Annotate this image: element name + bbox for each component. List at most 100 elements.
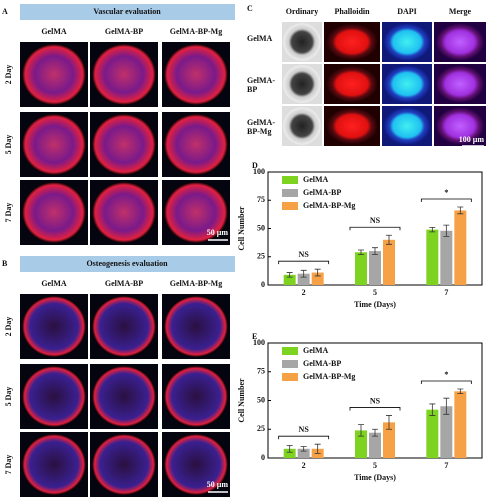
error-bar — [443, 397, 450, 415]
legend-swatch — [282, 360, 298, 368]
error-bar — [286, 272, 293, 278]
error-bar — [372, 247, 378, 255]
micrograph-sample — [383, 107, 431, 145]
significance-bracket — [420, 380, 472, 384]
error-bar — [300, 446, 307, 452]
legend-label: GelMA — [303, 346, 329, 355]
micrograph-sample — [435, 65, 485, 103]
bar — [355, 430, 367, 458]
row-label: GelMA-BP-Mg — [247, 118, 275, 136]
row-label: GelMA — [247, 34, 273, 43]
bar — [383, 239, 395, 285]
error-bar — [457, 206, 464, 215]
bar — [454, 391, 467, 458]
panel-letter: B — [2, 259, 8, 268]
panel-letter: E — [252, 332, 257, 341]
error-bar — [457, 388, 464, 394]
legend-swatch — [282, 347, 298, 355]
bar — [383, 422, 395, 458]
bar — [440, 230, 453, 285]
y-tick-label: 75 — [257, 367, 265, 376]
micrograph-sample — [22, 113, 86, 176]
micrograph-sample — [22, 43, 86, 106]
row-label: 2 Day — [4, 317, 13, 337]
error-bar — [300, 269, 307, 278]
error-bar — [358, 424, 364, 437]
bar — [369, 432, 381, 458]
micrograph-sample — [92, 365, 156, 428]
y-tick-label: 75 — [257, 195, 265, 204]
legend-label: GelMA-BP — [303, 188, 341, 197]
column-label: Ordinary — [286, 7, 318, 16]
column-label: Merge — [449, 7, 472, 16]
bar — [426, 229, 439, 285]
panel-header-bar — [20, 256, 235, 272]
x-tick-label: 5 — [373, 461, 377, 470]
panel-header: Vascular evaluation — [93, 7, 161, 16]
error-bar — [314, 443, 321, 454]
y-tick-label: 50 — [257, 395, 265, 404]
micrograph-sample — [325, 23, 379, 61]
row-label: GelMA-BP — [247, 76, 275, 94]
micrograph-sample — [283, 107, 321, 145]
bar — [283, 448, 296, 458]
column-label: GelMA-BP-Mg — [170, 27, 222, 36]
micrograph-sample — [164, 113, 228, 176]
legend-label: GelMA — [303, 175, 329, 184]
x-tick-label: 7 — [444, 461, 448, 470]
y-tick-label: 50 — [257, 223, 265, 232]
legend-swatch — [282, 189, 298, 197]
micrograph-sample — [22, 433, 86, 496]
micrograph-sample — [92, 181, 156, 244]
micrograph-sample — [435, 23, 485, 61]
y-tick-label: 25 — [257, 424, 265, 433]
column-label: GelMA — [41, 279, 67, 288]
x-tick-label: 2 — [302, 461, 306, 470]
y-tick-label: 0 — [261, 453, 265, 462]
legend-swatch — [282, 202, 298, 210]
legend-swatch — [282, 373, 298, 381]
significance-bracket — [349, 226, 401, 231]
micrograph-sample — [164, 295, 228, 358]
bar — [369, 251, 381, 285]
column-label: GelMA-BP — [105, 279, 143, 288]
bar — [454, 210, 467, 285]
micrograph-sample — [325, 107, 379, 145]
column-label: GelMA-BP — [105, 27, 143, 36]
significance-label: NS — [299, 250, 310, 259]
micrograph-sample — [164, 433, 228, 496]
significance-label: NS — [370, 396, 381, 405]
legend-label: GelMA-BP-Mg — [303, 201, 355, 210]
significance-label: * — [444, 370, 448, 379]
micrograph-sample — [325, 65, 379, 103]
micrograph-sample — [283, 65, 321, 103]
micrograph-sample — [383, 23, 431, 61]
panel-letter: D — [252, 161, 258, 170]
scale-label: 100 µm — [459, 135, 485, 144]
micrograph-sample — [22, 295, 86, 358]
column-label: Phalloidin — [334, 7, 370, 16]
error-bar — [429, 226, 436, 233]
y-tick-label: 100 — [253, 167, 265, 176]
y-axis-label: Cell Number — [237, 206, 246, 251]
micrograph-sample — [92, 43, 156, 106]
significance-bracket — [278, 260, 330, 265]
error-bar — [443, 224, 450, 237]
micrograph-sample — [92, 433, 156, 496]
error-bar — [358, 249, 364, 255]
y-axis-label: Cell Number — [237, 378, 246, 423]
error-bar — [386, 415, 392, 430]
micrograph-sample — [435, 107, 485, 145]
row-label: 5 Day — [4, 387, 13, 407]
bar — [426, 409, 439, 458]
error-bar — [286, 444, 293, 453]
column-label: GelMA — [41, 27, 67, 36]
y-tick-label: 25 — [257, 252, 265, 261]
column-label: GelMA-BP-Mg — [170, 279, 222, 288]
legend-label: GelMA-BP — [303, 359, 341, 368]
significance-bracket — [349, 407, 401, 411]
x-axis-label: Time (Days) — [354, 300, 396, 309]
micrograph-sample — [22, 365, 86, 428]
